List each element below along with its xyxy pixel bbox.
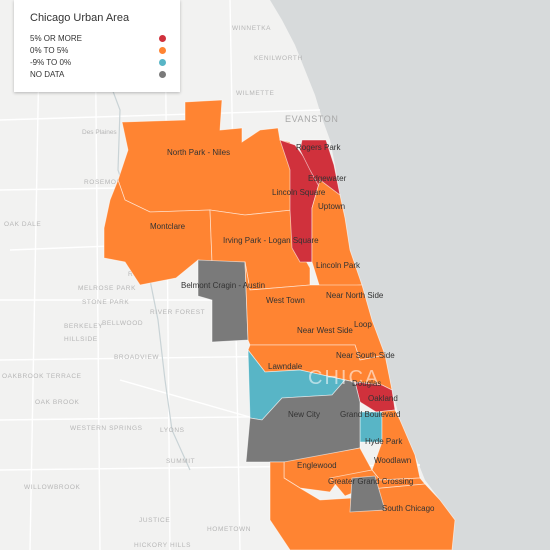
ref-label-rosemont: ROSEMONT: [84, 179, 126, 186]
label-woodlawn: Woodlawn: [374, 456, 411, 465]
legend-swatch-dot: [159, 70, 166, 78]
label-oakland: Oakland: [368, 394, 398, 403]
ref-label-oakbrook-terrace: OAKBROOK TERRACE: [2, 373, 82, 380]
ref-label-oak-brook: OAK BROOK: [35, 399, 79, 406]
ref-label-lyons: LYONS: [160, 427, 185, 434]
label-rogers-park: Rogers Park: [296, 143, 341, 152]
watermark-chicago: CHICA: [308, 367, 380, 389]
ref-label-oak-dale: OAK DALE: [4, 221, 41, 228]
label-uptown: Uptown: [318, 202, 345, 211]
label-irving-park: Irving Park - Logan Square: [223, 236, 319, 245]
legend-swatch-dot: [159, 58, 166, 66]
ref-label-kenilworth: KENILWORTH: [254, 55, 303, 62]
reference-labels: WINNETKA KENILWORTH WILMETTE EVANSTON De…: [2, 25, 338, 549]
legend-row-low: -9% TO 0%: [30, 56, 166, 68]
label-hyde-park: Hyde Park: [365, 437, 403, 446]
label-greater-grand: Greater Grand Crossing: [328, 477, 413, 486]
legend-row-nodata: NO DATA: [30, 68, 166, 80]
label-near-west: Near West Side: [297, 326, 353, 335]
label-douglas: Douglas: [352, 379, 381, 388]
ref-label-melrose-park: MELROSE PARK: [78, 285, 136, 292]
ref-label-des-plaines: Des Plaines: [82, 129, 117, 136]
label-lawndale: Lawndale: [268, 362, 303, 371]
region-south-grey[interactable]: [349, 475, 386, 513]
ref-label-hometown: HOMETOWN: [207, 526, 251, 533]
legend-label: 5% OR MORE: [30, 33, 83, 43]
region-montclare[interactable]: [103, 178, 213, 286]
lake-michigan[interactable]: [270, 0, 550, 550]
label-south-chicago: South Chicago: [382, 504, 435, 513]
label-belmont: Belmont Cragin - Austin: [181, 281, 265, 290]
legend-swatch-dot: [159, 46, 166, 54]
ref-label-evanston: EVANSTON: [285, 114, 338, 124]
legend-label: 0% TO 5%: [30, 45, 69, 55]
label-near-north: Near North Side: [326, 291, 384, 300]
legend-label: NO DATA: [30, 69, 65, 79]
label-lincoln-square: Lincoln Square: [272, 188, 326, 197]
ref-label-summit: SUMMIT: [166, 458, 195, 465]
legend-swatch-dot: [159, 34, 166, 42]
ref-label-broadview: BROADVIEW: [114, 354, 159, 361]
ref-label-wilmette: WILMETTE: [236, 90, 274, 97]
label-edgewater: Edgewater: [308, 174, 347, 183]
label-north-park: North Park - Niles: [167, 148, 230, 157]
neighborhood-labels: Rogers Park Edgewater Lincoln Square Upt…: [150, 143, 435, 513]
label-near-south: Near South Side: [336, 351, 395, 360]
legend-label: -9% TO 0%: [30, 57, 72, 67]
label-loop: Loop: [354, 320, 372, 329]
ref-label-river-forest: RIVER FOREST: [150, 309, 205, 316]
label-montclare: Montclare: [150, 222, 186, 231]
legend-panel: Chicago Urban Area 5% OR MORE 0% TO 5% -…: [14, 0, 180, 92]
ref-label-justice: JUSTICE: [139, 517, 170, 524]
neighborhood-regions: [103, 99, 456, 550]
ref-label-hickory-hills: HICKORY HILLS: [134, 542, 191, 549]
ref-label-hillside: HILLSIDE: [64, 336, 98, 343]
ref-label-western-springs: WESTERN SPRINGS: [70, 425, 143, 432]
ref-label-willowbrook: WILLOWBROOK: [24, 484, 81, 491]
label-west-town: West Town: [266, 296, 305, 305]
label-new-city: New City: [288, 410, 320, 419]
ref-label-winnetka: WINNETKA: [232, 25, 271, 32]
legend-title: Chicago Urban Area: [30, 12, 130, 24]
ref-label-bellwood: BELLWOOD: [102, 320, 143, 327]
legend-row-mid: 0% TO 5%: [30, 44, 166, 56]
legend-row-high: 5% OR MORE: [30, 32, 166, 44]
label-englewood: Englewood: [297, 461, 337, 470]
ref-label-stone-park: STONE PARK: [82, 299, 129, 306]
label-lincoln-park: Lincoln Park: [316, 261, 361, 270]
label-grand-boulevard: Grand Boulevard: [340, 410, 400, 419]
ref-label-berkeley: BERKELEY: [64, 323, 103, 330]
